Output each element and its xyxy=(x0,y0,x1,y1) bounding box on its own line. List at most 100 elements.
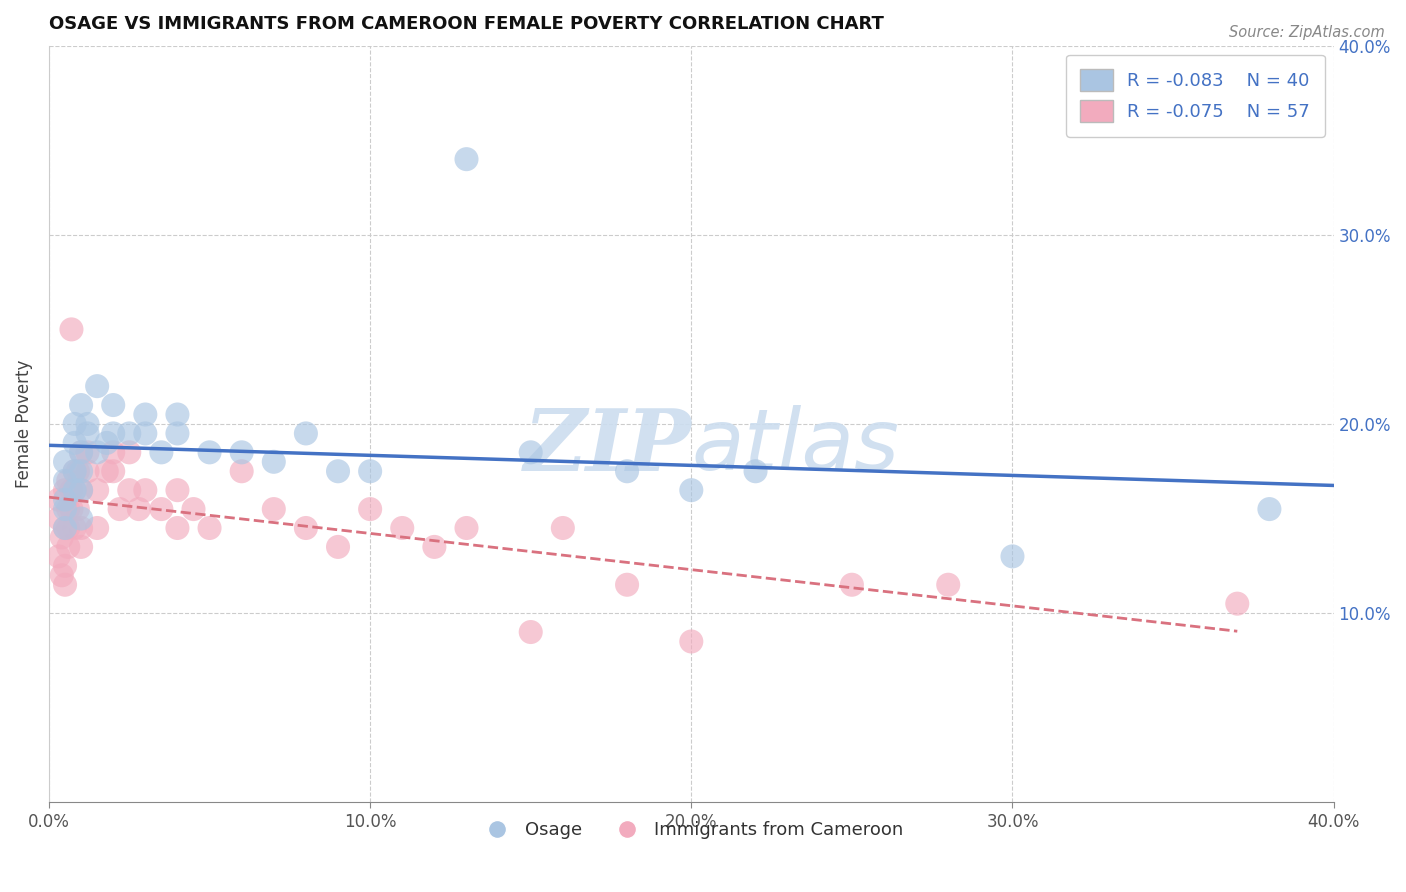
Point xyxy=(96,464,118,478)
Point xyxy=(58,521,80,535)
Point xyxy=(70,483,93,498)
Point xyxy=(166,483,188,498)
Point xyxy=(86,521,108,535)
Point xyxy=(456,521,478,535)
Point xyxy=(48,492,70,507)
Point xyxy=(53,502,76,516)
Point xyxy=(53,483,76,498)
Point xyxy=(53,455,76,469)
Point xyxy=(70,521,93,535)
Point xyxy=(53,521,76,535)
Point xyxy=(108,502,131,516)
Point xyxy=(936,578,959,592)
Point xyxy=(66,502,89,516)
Point xyxy=(58,540,80,554)
Point xyxy=(551,521,574,535)
Point xyxy=(86,483,108,498)
Point xyxy=(96,436,118,450)
Point xyxy=(166,408,188,422)
Point xyxy=(76,426,98,441)
Point xyxy=(231,445,253,459)
Point xyxy=(134,483,156,498)
Point xyxy=(391,521,413,535)
Text: ZIP: ZIP xyxy=(523,405,692,489)
Point xyxy=(1001,549,1024,564)
Point xyxy=(263,455,285,469)
Point xyxy=(48,549,70,564)
Point xyxy=(51,568,73,582)
Point xyxy=(681,634,703,648)
Point xyxy=(86,445,108,459)
Point xyxy=(58,474,80,488)
Point xyxy=(70,398,93,412)
Point xyxy=(63,436,86,450)
Point xyxy=(1258,502,1281,516)
Point xyxy=(63,483,86,498)
Point xyxy=(326,540,349,554)
Point xyxy=(58,502,80,516)
Point xyxy=(51,531,73,545)
Point xyxy=(128,502,150,516)
Point xyxy=(118,445,141,459)
Point xyxy=(103,398,125,412)
Point xyxy=(359,464,381,478)
Point xyxy=(70,445,93,459)
Legend: Osage, Immigrants from Cameroon: Osage, Immigrants from Cameroon xyxy=(472,814,911,847)
Point xyxy=(134,408,156,422)
Point xyxy=(295,426,318,441)
Point xyxy=(295,521,318,535)
Point xyxy=(53,492,76,507)
Point xyxy=(134,426,156,441)
Point xyxy=(118,426,141,441)
Point xyxy=(63,417,86,431)
Point xyxy=(76,445,98,459)
Point xyxy=(63,483,86,498)
Point xyxy=(183,502,205,516)
Point xyxy=(53,578,76,592)
Point xyxy=(53,474,76,488)
Point xyxy=(70,464,93,478)
Point xyxy=(66,464,89,478)
Point xyxy=(616,578,638,592)
Point xyxy=(263,502,285,516)
Point xyxy=(326,464,349,478)
Point xyxy=(63,464,86,478)
Point xyxy=(76,417,98,431)
Point xyxy=(103,426,125,441)
Point xyxy=(70,445,93,459)
Point xyxy=(423,540,446,554)
Point xyxy=(198,445,221,459)
Point xyxy=(70,511,93,525)
Text: Source: ZipAtlas.com: Source: ZipAtlas.com xyxy=(1229,25,1385,40)
Point xyxy=(76,464,98,478)
Point xyxy=(63,521,86,535)
Point xyxy=(70,483,93,498)
Point xyxy=(198,521,221,535)
Point xyxy=(48,511,70,525)
Point xyxy=(166,426,188,441)
Point xyxy=(359,502,381,516)
Point xyxy=(681,483,703,498)
Point xyxy=(150,445,173,459)
Point xyxy=(744,464,766,478)
Point xyxy=(60,322,83,336)
Point xyxy=(63,464,86,478)
Point xyxy=(60,483,83,498)
Y-axis label: Female Poverty: Female Poverty xyxy=(15,359,32,488)
Point xyxy=(616,464,638,478)
Point xyxy=(53,558,76,573)
Point xyxy=(456,152,478,166)
Point xyxy=(1226,597,1249,611)
Point xyxy=(118,483,141,498)
Point xyxy=(70,540,93,554)
Point xyxy=(53,521,76,535)
Point xyxy=(60,502,83,516)
Text: atlas: atlas xyxy=(692,405,900,488)
Point xyxy=(103,464,125,478)
Point xyxy=(841,578,863,592)
Point xyxy=(150,502,173,516)
Point xyxy=(519,625,541,640)
Point xyxy=(519,445,541,459)
Point xyxy=(231,464,253,478)
Point xyxy=(86,379,108,393)
